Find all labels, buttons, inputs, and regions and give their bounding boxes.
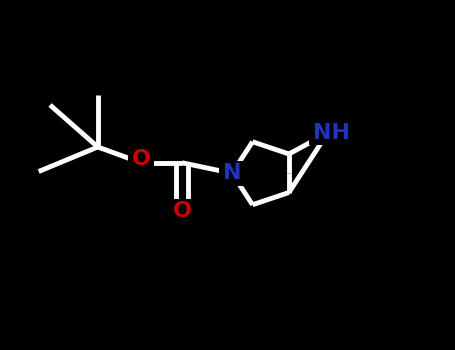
Text: NH: NH [313,123,350,143]
Bar [219,161,245,186]
Text: O: O [131,148,151,169]
Bar [309,121,353,145]
Bar [169,199,195,223]
Text: N: N [223,163,241,183]
Text: O: O [172,201,192,221]
Bar [128,146,154,171]
